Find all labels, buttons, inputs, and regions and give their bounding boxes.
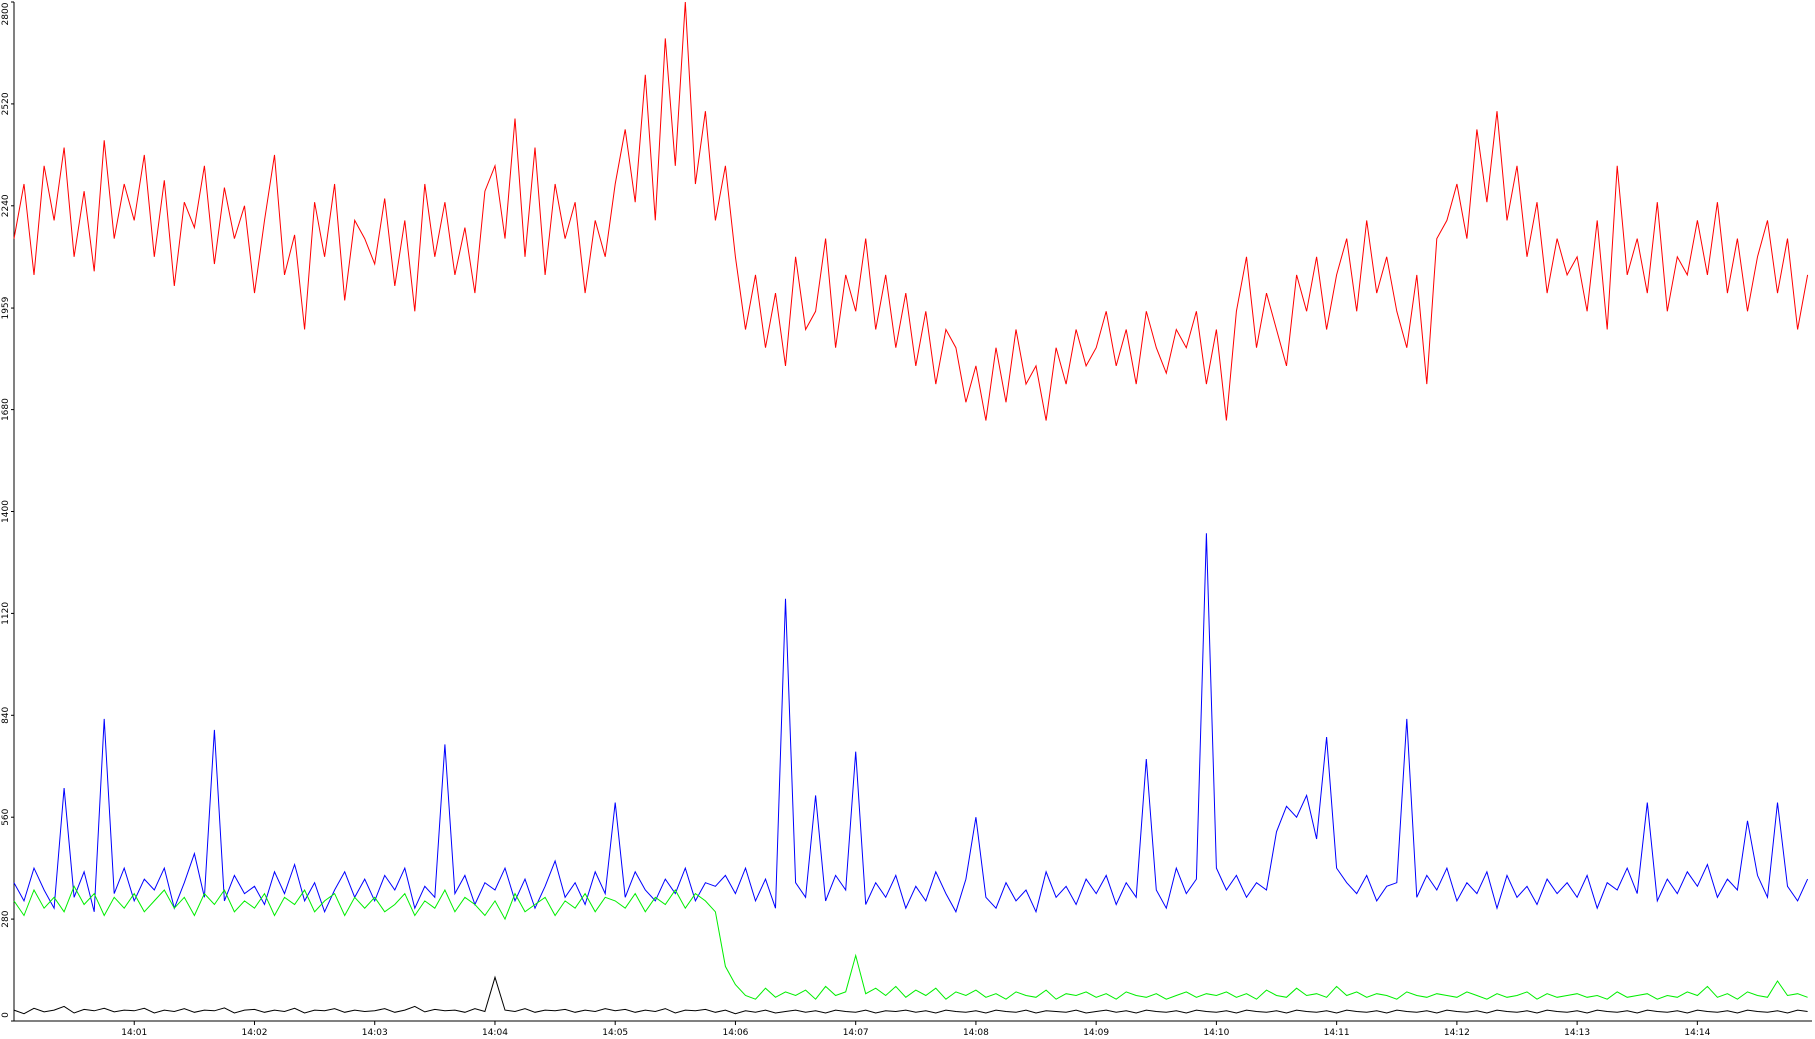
x-tick-label: 14:04	[482, 1028, 508, 1038]
x-tick-label: 14:06	[722, 1028, 748, 1038]
x-tick-label: 14:11	[1324, 1028, 1350, 1038]
x-tick-label: 14:05	[602, 1028, 628, 1038]
y-tick-label: 1959	[1, 296, 11, 319]
y-tick-label: 2240	[1, 194, 11, 217]
x-tick-label: 14:03	[362, 1028, 388, 1038]
series-line	[13, 533, 1809, 914]
x-tick-label: 14:08	[963, 1028, 989, 1038]
y-tick-label: 1680	[1, 398, 11, 421]
series-line	[13, 885, 1808, 1000]
y-tick-label: 1400	[1, 500, 11, 523]
x-tick-label: 14:09	[1083, 1028, 1109, 1038]
x-tick-label: 14:01	[121, 1028, 147, 1038]
x-tick-label: 14:02	[242, 1028, 268, 1038]
series-line	[13, 975, 1808, 1015]
y-tick-label: 560	[1, 808, 11, 825]
x-tick-label: 14:12	[1444, 1028, 1470, 1038]
y-tick-label: 280	[1, 910, 11, 927]
x-tick-label: 14:13	[1564, 1028, 1590, 1038]
x-tick-label: 14:07	[843, 1028, 869, 1038]
y-tick-label: 0	[1, 1012, 11, 1018]
x-tick-label: 14:10	[1203, 1028, 1229, 1038]
y-tick-label: 2520	[1, 92, 11, 115]
y-tick-label: 840	[1, 706, 11, 723]
series-line	[13, 1, 1809, 421]
y-tick-label: 1120	[1, 602, 11, 625]
x-tick-label: 14:14	[1684, 1028, 1710, 1038]
y-tick-label: 2800	[1, 2, 11, 25]
